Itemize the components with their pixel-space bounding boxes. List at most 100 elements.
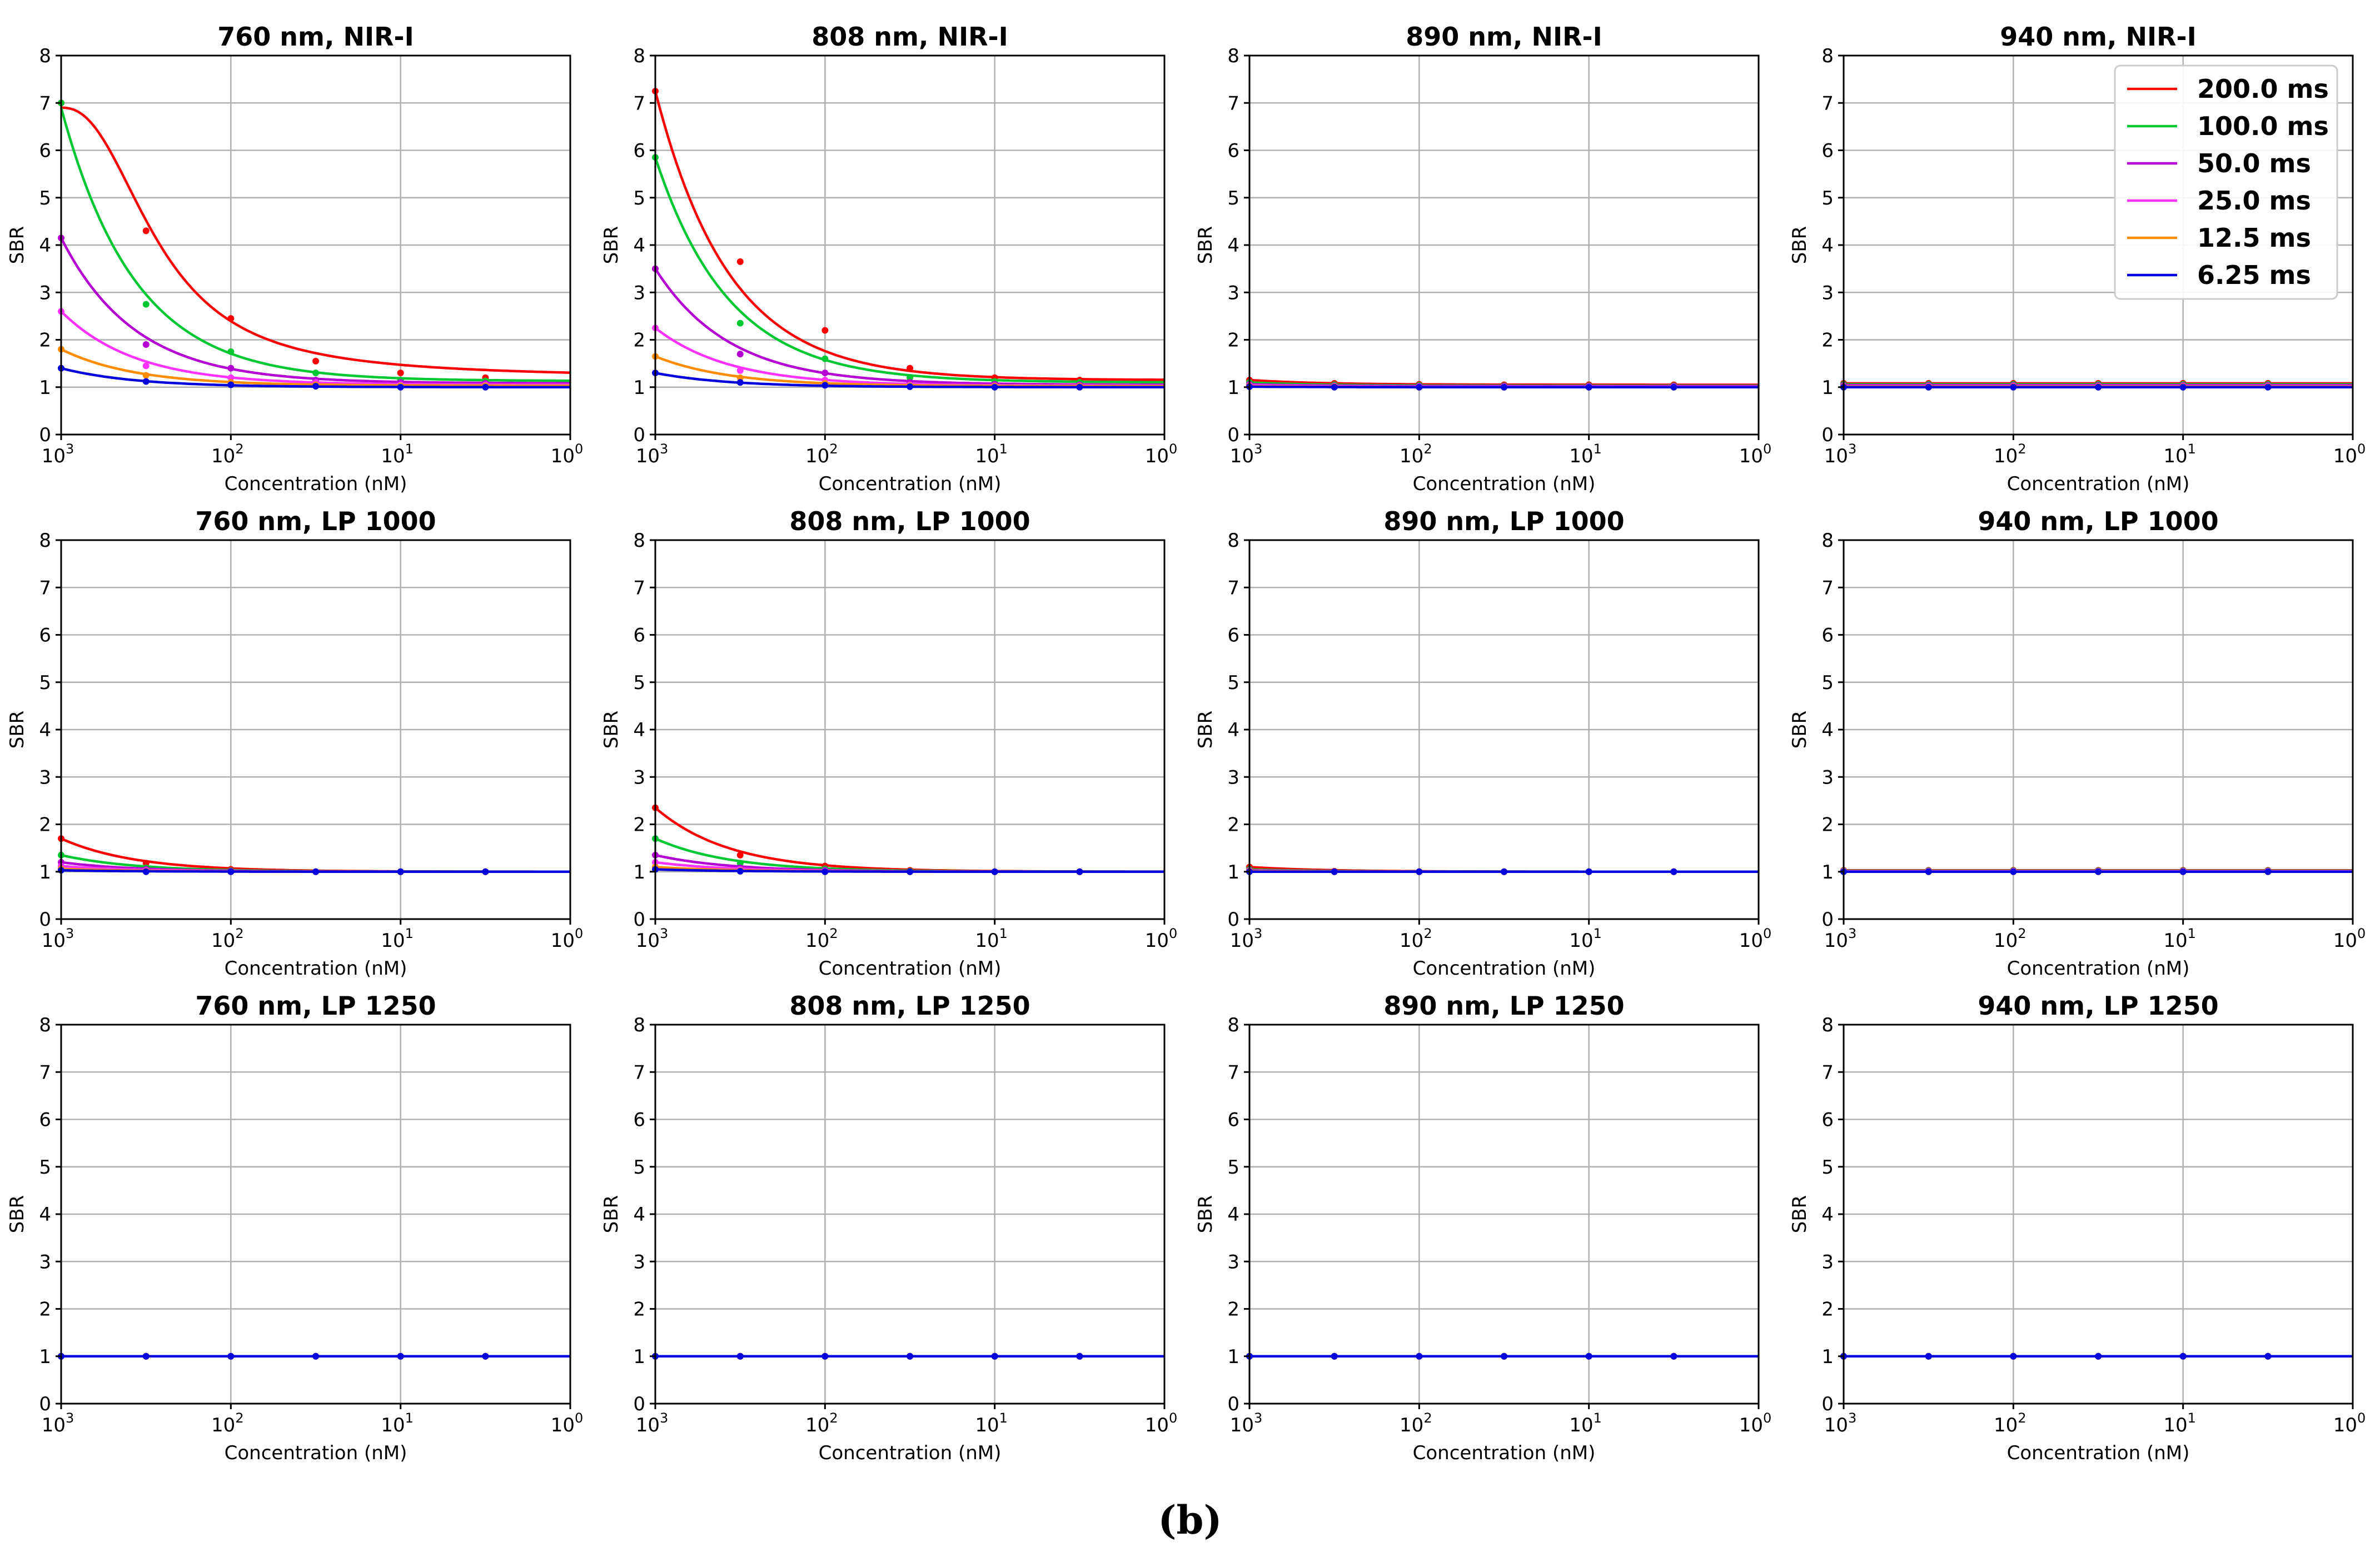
- y-tick-label: 0: [39, 909, 51, 931]
- x-tick-label: 102: [1994, 441, 2027, 467]
- y-tick-label: 4: [39, 719, 51, 741]
- data-point-12-5-ms: [736, 374, 744, 381]
- y-tick-label: 6: [1227, 140, 1239, 162]
- data-point-50-0-ms: [227, 365, 235, 372]
- data-point-6-25-ms: [1076, 868, 1083, 875]
- chart-title: 760 nm, LP 1250: [195, 991, 436, 1021]
- data-point-6-25-ms: [397, 383, 404, 391]
- y-axis-label: SBR: [6, 711, 28, 749]
- chart-title: 890 nm, LP 1000: [1383, 506, 1624, 536]
- y-tick-label: 7: [633, 1061, 645, 1084]
- x-tick-label: 100: [1739, 441, 1772, 467]
- x-axis-label: Concentration (nM): [1413, 957, 1596, 980]
- y-tick-label: 7: [633, 577, 645, 599]
- y-axis-label: SBR: [1194, 1195, 1217, 1234]
- data-point-100-0-ms: [312, 370, 320, 377]
- data-point-6-25-ms: [2010, 1353, 2017, 1360]
- x-tick-label: 101: [381, 441, 414, 467]
- x-axis-label: Concentration (nM): [1413, 1442, 1596, 1464]
- x-tick-label: 103: [1230, 1410, 1263, 1436]
- y-tick-label: 8: [1227, 530, 1239, 552]
- legend-label-6-25-ms: 6.25 ms: [2197, 260, 2311, 290]
- y-tick-label: 1: [39, 861, 51, 884]
- legend: 200.0 ms 100.0 ms 50.0 ms 25.0 ms 12.5 ms 6.2…: [2114, 64, 2338, 300]
- data-point-6-25-ms: [312, 868, 320, 875]
- data-point-6-25-ms: [2095, 383, 2102, 391]
- x-tick-label: 100: [1145, 441, 1178, 467]
- y-tick-label: 8: [39, 530, 51, 552]
- data-point-100-0-ms: [142, 301, 150, 308]
- y-tick-label: 6: [39, 625, 51, 647]
- data-point-25-0-ms: [142, 362, 150, 370]
- data-point-6-25-ms: [1331, 383, 1338, 391]
- x-tick-label: 102: [1400, 926, 1432, 952]
- x-tick-label: 103: [1824, 926, 1857, 952]
- y-tick-label: 0: [1227, 1393, 1239, 1415]
- y-tick-label: 0: [633, 1393, 645, 1415]
- data-point-6-25-ms: [1925, 383, 1932, 391]
- data-point-6-25-ms: [142, 1353, 150, 1360]
- y-tick-label: 3: [1227, 282, 1239, 304]
- y-tick-label: 6: [1821, 140, 1834, 162]
- x-tick-label: 101: [1569, 926, 1602, 952]
- data-point-6-25-ms: [1331, 1353, 1338, 1360]
- chart-title: 890 nm, LP 1250: [1383, 991, 1624, 1021]
- y-tick-label: 6: [1821, 625, 1834, 647]
- data-point-6-25-ms: [1585, 1353, 1592, 1360]
- data-point-100-0-ms: [736, 320, 744, 327]
- data-point-200-0-ms: [142, 227, 150, 234]
- data-point-6-25-ms: [2179, 1353, 2187, 1360]
- y-axis-label: SBR: [1789, 1195, 1811, 1234]
- x-tick-label: 101: [975, 926, 1008, 952]
- data-point-6-25-ms: [142, 378, 150, 385]
- y-tick-label: 6: [39, 140, 51, 162]
- data-point-6-25-ms: [1670, 383, 1677, 391]
- data-point-50-0-ms: [736, 351, 744, 358]
- x-tick-label: 102: [805, 1410, 838, 1436]
- y-tick-label: 6: [633, 1109, 645, 1131]
- data-point-6-25-ms: [1076, 383, 1083, 391]
- data-point-6-25-ms: [1331, 868, 1338, 875]
- y-tick-label: 5: [633, 187, 645, 209]
- y-tick-label: 1: [1227, 861, 1239, 884]
- chart-panel-760-nm-lp-1000: 0 1 2 3 4 5 6 7 8 103 102 101 100 760 nm, LP 1000 Conc…: [6, 506, 583, 980]
- y-tick-label: 6: [1821, 1109, 1834, 1131]
- y-tick-label: 0: [633, 424, 645, 446]
- series-line-200-0-ms: [61, 106, 571, 374]
- x-tick-label: 101: [975, 441, 1008, 467]
- x-axis-label: Concentration (nM): [819, 1442, 1002, 1464]
- chart-title: 808 nm, LP 1250: [789, 991, 1030, 1021]
- y-tick-label: 5: [633, 672, 645, 694]
- x-tick-label: 100: [1739, 1410, 1772, 1436]
- y-tick-label: 0: [1227, 424, 1239, 446]
- data-point-100-0-ms: [227, 348, 235, 355]
- y-tick-label: 3: [633, 766, 645, 789]
- chart-panel-940-nm-lp-1250: 0 1 2 3 4 5 6 7 8 103 102 101 100 940 nm, LP 1250 Conc…: [1789, 991, 2366, 1464]
- y-axis-label: SBR: [1194, 711, 1217, 749]
- legend-label-50-0-ms: 50.0 ms: [2197, 148, 2311, 178]
- x-tick-label: 101: [2163, 1410, 2196, 1436]
- y-tick-label: 3: [1227, 766, 1239, 789]
- y-tick-label: 4: [1821, 234, 1834, 257]
- data-point-6-25-ms: [2010, 383, 2017, 391]
- x-tick-label: 101: [1569, 1410, 1602, 1436]
- y-tick-label: 2: [633, 1299, 645, 1321]
- y-tick-label: 2: [1821, 330, 1834, 352]
- data-point-6-25-ms: [1670, 868, 1677, 875]
- y-axis-label: SBR: [6, 226, 28, 265]
- y-tick-label: 7: [39, 1061, 51, 1084]
- y-tick-label: 7: [1227, 1061, 1239, 1084]
- x-axis-label: Concentration (nM): [2007, 957, 2190, 980]
- y-tick-label: 4: [633, 1204, 645, 1226]
- data-point-100-0-ms: [907, 374, 914, 381]
- y-tick-label: 8: [1821, 530, 1834, 552]
- x-tick-label: 103: [42, 926, 74, 952]
- x-tick-label: 103: [1230, 926, 1263, 952]
- x-axis-label: Concentration (nM): [2007, 473, 2190, 495]
- x-tick-label: 101: [1569, 441, 1602, 467]
- data-point-6-25-ms: [736, 1353, 744, 1360]
- data-point-200-0-ms: [397, 370, 404, 377]
- y-tick-label: 4: [1821, 719, 1834, 741]
- x-tick-label: 103: [1230, 441, 1263, 467]
